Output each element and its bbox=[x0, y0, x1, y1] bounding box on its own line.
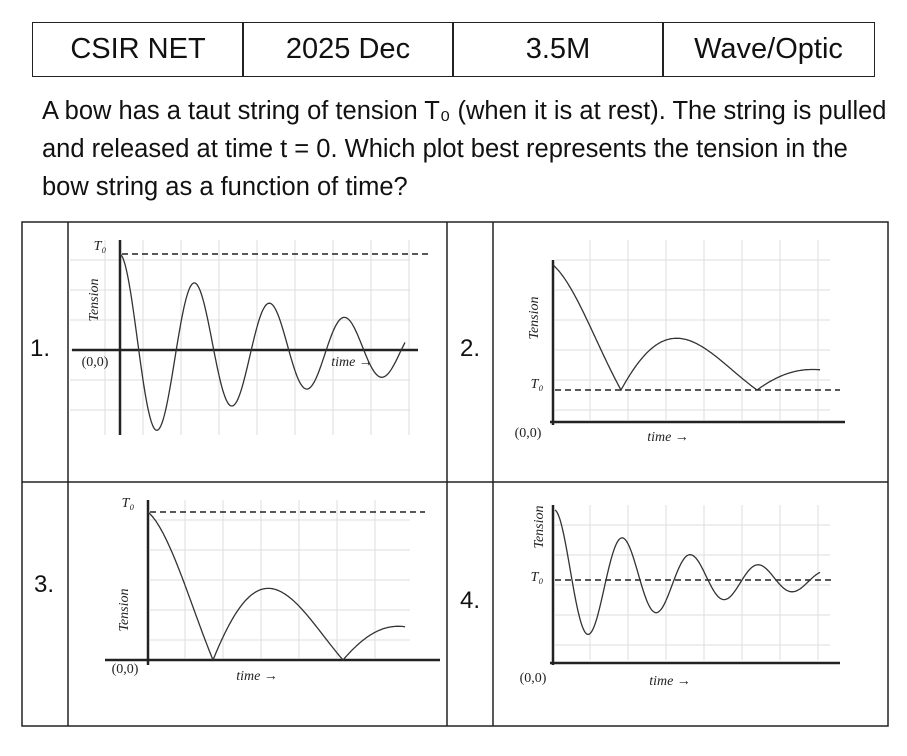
header-cell: Wave/Optic bbox=[662, 22, 875, 77]
x-axis-label: time → bbox=[331, 355, 373, 370]
origin-label: (0,0) bbox=[520, 671, 547, 686]
header-cell: CSIR NET bbox=[32, 22, 244, 77]
curve bbox=[552, 264, 821, 392]
x-axis-label: time → bbox=[649, 674, 691, 689]
t0-label: T₀ bbox=[531, 377, 544, 392]
y-axis-label: Tension bbox=[532, 505, 547, 548]
t0-label: T₀ bbox=[122, 496, 135, 511]
origin-label: (0,0) bbox=[82, 355, 109, 370]
t0-label: T₀ bbox=[531, 570, 544, 585]
y-axis-label: Tension bbox=[87, 278, 102, 321]
curve bbox=[554, 509, 821, 636]
curve bbox=[147, 511, 406, 662]
option-number: 1. bbox=[30, 335, 50, 362]
x-axis-label: time → bbox=[647, 430, 689, 445]
question: A bow has a taut string of tension T₀ (w… bbox=[42, 97, 887, 201]
y-axis-label: Tension bbox=[117, 588, 132, 631]
y-axis-label: Tension bbox=[527, 296, 542, 339]
x-axis-label: time → bbox=[236, 669, 278, 684]
option-number: 3. bbox=[34, 571, 54, 598]
option-number: 4. bbox=[460, 587, 480, 614]
origin-label: (0,0) bbox=[515, 426, 542, 441]
header-cell: 3.5M bbox=[452, 22, 664, 77]
grid-frame bbox=[21, 221, 889, 727]
option-number: 2. bbox=[460, 335, 480, 362]
t0-label: T₀ bbox=[94, 239, 107, 254]
origin-label: (0,0) bbox=[112, 662, 139, 677]
header-cell: 2025 Dec bbox=[242, 22, 454, 77]
curve bbox=[119, 253, 406, 431]
